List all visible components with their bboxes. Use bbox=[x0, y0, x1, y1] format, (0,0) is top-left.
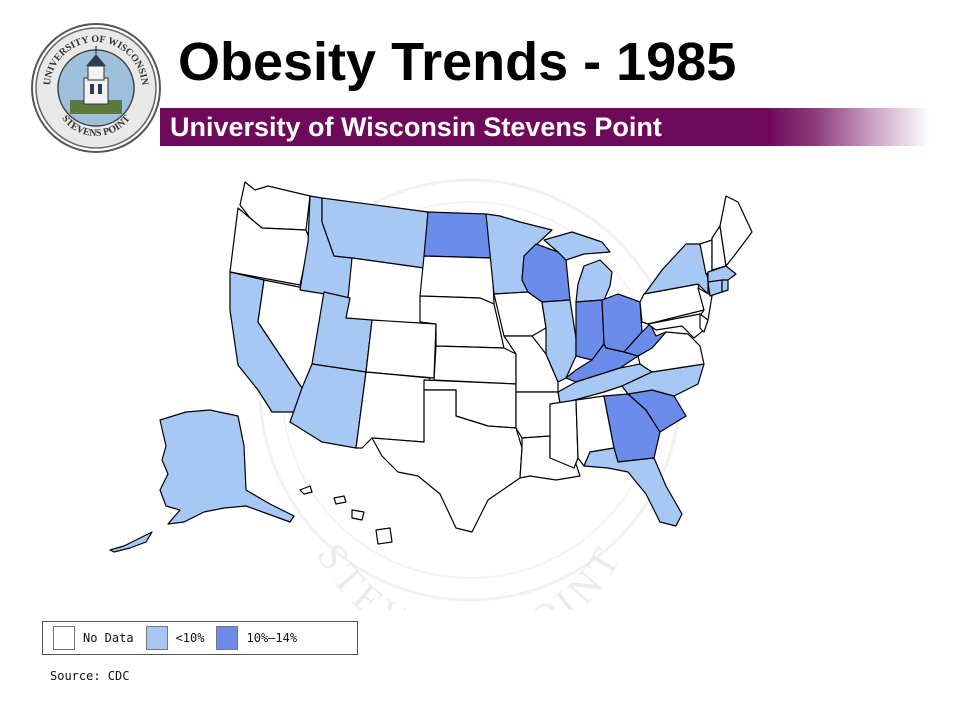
state-ak-aleutians bbox=[109, 531, 153, 553]
legend-swatch-no-data bbox=[53, 626, 75, 650]
state-de bbox=[699, 313, 709, 333]
page-title: Obesity Trends - 1985 bbox=[178, 32, 737, 92]
legend-swatch-under-10 bbox=[145, 626, 168, 650]
legend-label-10-14: 10%–14% bbox=[246, 631, 298, 645]
state-ak bbox=[159, 409, 295, 525]
state-me bbox=[719, 195, 753, 267]
state-nd bbox=[423, 211, 493, 259]
state-hi bbox=[299, 485, 393, 545]
state-ri bbox=[721, 279, 729, 293]
state-co bbox=[365, 319, 437, 379]
us-obesity-map: STEVENS POINT bbox=[109, 178, 753, 610]
state-ms bbox=[549, 399, 579, 469]
university-seal-logo: UNIVERSITY OF WISCONSIN STEVENS POINT bbox=[31, 23, 161, 153]
state-wy bbox=[345, 257, 425, 327]
state-ct bbox=[707, 279, 723, 297]
legend-swatch-10-14 bbox=[216, 626, 239, 650]
university-name: University of Wisconsin Stevens Point bbox=[170, 112, 662, 142]
state-fl bbox=[583, 447, 683, 527]
source-note: Source: CDC bbox=[50, 669, 130, 683]
legend-item-10-14: 10%–14% bbox=[216, 626, 297, 650]
legend-item-under-10: <10% bbox=[145, 626, 205, 650]
title-banner bbox=[160, 108, 930, 146]
state-wv bbox=[623, 323, 667, 357]
legend-label-under-10: <10% bbox=[175, 631, 205, 645]
state-ks bbox=[433, 345, 517, 385]
state-mi-upper bbox=[543, 231, 611, 261]
state-nm bbox=[355, 371, 431, 449]
state-ma bbox=[707, 265, 737, 283]
map-legend: No Data <10% 10%–14% bbox=[42, 621, 358, 655]
state-mi bbox=[575, 259, 613, 303]
state-tx bbox=[371, 389, 523, 533]
state-mo bbox=[503, 335, 559, 393]
legend-item-no-data: No Data bbox=[53, 626, 134, 650]
legend-label-no-data: No Data bbox=[83, 631, 134, 645]
